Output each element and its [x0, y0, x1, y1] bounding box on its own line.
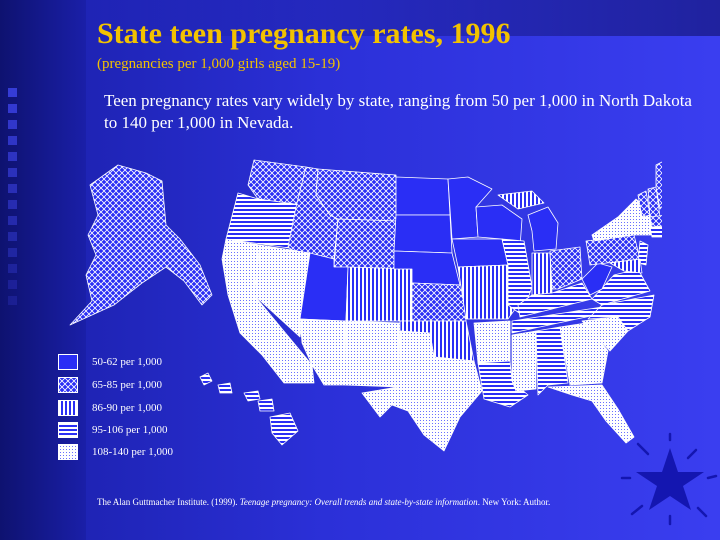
state-hawaii-2: [217, 382, 233, 394]
star-decoration-icon: [620, 432, 718, 526]
decorative-square: [8, 200, 17, 209]
state-nevada: [253, 244, 311, 338]
decorative-square: [8, 88, 17, 97]
state-north-carolina: [587, 294, 655, 332]
state-virginia: [591, 268, 651, 306]
decorative-square: [8, 136, 17, 145]
citation-suffix: . New York: Author.: [477, 497, 551, 507]
slide-subtitle: (pregnancies per 1,000 girls aged 15-19): [97, 56, 341, 72]
decorative-square: [8, 168, 17, 177]
decorative-square: [8, 264, 17, 273]
description-text: Teen pregnancy rates vary widely by stat…: [104, 91, 692, 132]
state-massachusetts: [649, 215, 662, 228]
state-iowa: [451, 238, 509, 268]
us-map: [69, 159, 662, 452]
legend-swatch-dots: [58, 444, 78, 460]
state-maine: [655, 161, 662, 210]
state-connecticut: [649, 226, 662, 238]
citation: The Alan Guttmacher Institute. (1999). T…: [97, 497, 657, 508]
decorative-square: [8, 232, 17, 241]
state-maryland: [609, 258, 643, 274]
legend-swatch-vertical: [58, 400, 78, 416]
state-hawaii-3: [243, 390, 261, 402]
state-missouri: [457, 264, 519, 320]
state-hawaii-1: [199, 372, 213, 386]
slide-title: State teen pregnancy rates, 1996: [97, 17, 511, 50]
decorative-square: [8, 296, 17, 305]
decorative-square: [8, 248, 17, 257]
state-kansas: [411, 282, 467, 322]
state-west-virginia: [581, 262, 613, 296]
state-colorado: [345, 266, 413, 322]
citation-prefix: The Alan Guttmacher Institute. (1999).: [97, 497, 240, 507]
state-indiana: [531, 252, 553, 296]
state-new-jersey: [637, 240, 649, 266]
decorative-square: [8, 216, 17, 225]
state-hawaii-4: [257, 398, 275, 412]
state-new-mexico: [343, 320, 401, 388]
top-shade-bar: [86, 0, 720, 36]
state-ohio: [549, 246, 583, 290]
decorative-square: [8, 104, 17, 113]
decorative-square: [8, 120, 17, 129]
state-kentucky: [517, 282, 593, 318]
state-alaska: [69, 164, 213, 326]
legend-label: 95-106 per 1,000: [92, 424, 168, 436]
legend-label: 108-140 per 1,000: [92, 446, 173, 458]
legend-swatch-crosshatch: [58, 377, 78, 393]
state-arkansas: [473, 320, 511, 364]
legend-swatch-solid: [58, 354, 78, 370]
legend-label: 65-85 per 1,000: [92, 379, 162, 391]
state-michigan-upper: [497, 190, 545, 210]
state-north-dakota: [395, 176, 451, 216]
legend-label: 50-62 per 1,000: [92, 356, 162, 368]
state-hawaii-5: [269, 412, 299, 446]
decorative-square: [8, 152, 17, 161]
state-louisiana: [477, 360, 529, 408]
state-michigan: [527, 206, 559, 252]
state-texas: [361, 330, 483, 452]
state-wyoming: [333, 218, 397, 272]
legend-label: 86-90 per 1,000: [92, 402, 162, 414]
state-mississippi: [511, 330, 537, 392]
citation-work: Teenage pregnancy: Overall trends and st…: [239, 497, 478, 507]
state-south-dakota: [393, 214, 453, 254]
decorative-square: [8, 184, 17, 193]
state-florida: [547, 384, 635, 444]
state-alabama: [535, 326, 569, 396]
state-georgia: [559, 322, 609, 386]
legend-swatch-horizontal: [58, 422, 78, 438]
decorative-square: [8, 280, 17, 289]
